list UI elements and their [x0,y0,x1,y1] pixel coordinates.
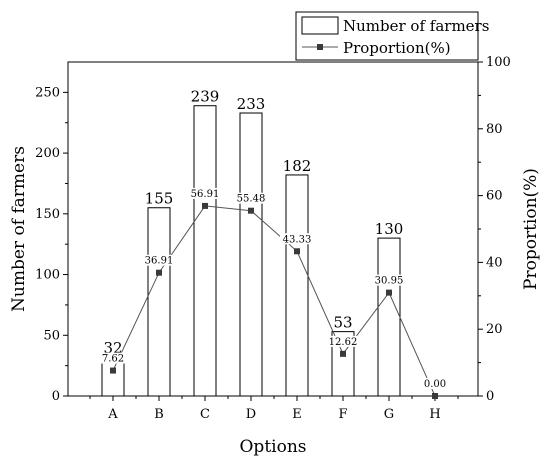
proportion-value-label: 7.62 [102,354,124,365]
proportion-value-label: 43.33 [283,234,312,245]
proportion-label-bg [188,187,222,199]
legend-bar-swatch [301,16,339,35]
proportion-label-bg [234,192,268,204]
bar-value-label: 182 [283,157,312,175]
legend-label-proportion: Proportion(%) [343,39,451,57]
axes: 0 50 100 150 200 250 0 20 40 60 80 100 A B C D E F G H Optio… [9,55,541,457]
x-tick-label: B [154,407,164,422]
x-tick-label: G [384,407,394,422]
bar-F [331,331,355,397]
proportion-label-bg [326,335,360,347]
plot-frame [67,61,479,397]
x-tick-label: E [292,407,302,422]
proportion-point-A [110,367,116,374]
y-left-tick-label: 150 [35,207,60,222]
proportion-point-C [202,202,208,209]
legend: Number of farmers Proportion(%) [295,11,489,61]
x-tick-label: C [200,407,210,422]
bar-value-label: 130 [375,220,404,238]
proportion-value-label: 30.95 [375,276,404,287]
legend-label-farmers: Number of farmers [343,17,489,35]
proportion-value-label: 0.00 [424,379,446,390]
y-right-tick-label: 40 [486,255,503,270]
proportion-value-label: 55.48 [237,194,266,205]
proportion-value-label: 36.91 [145,256,174,267]
bar-D [239,112,263,397]
proportion-point-B [156,269,162,276]
y-left-tick-label: 50 [43,328,60,343]
y-left-tick-label: 200 [35,146,60,161]
proportion-point-E [294,248,300,255]
proportion-point-F [340,350,346,357]
x-tick-label: A [107,407,118,422]
bar-value-label: 233 [237,95,266,113]
proportion-label-bg [142,254,176,266]
bar-value-label: 53 [333,314,352,332]
x-tick-label: D [246,407,256,422]
y-left-tick-label: 250 [35,85,60,100]
proportion-label-bg [372,274,406,286]
y-right-tick-label: 20 [486,322,503,337]
x-tick-label: H [429,407,440,422]
y-right-tick-label: 100 [486,55,511,70]
proportion-point-G [386,289,392,296]
proportion-line-series: 7.62 36.91 56.91 55.48 43.33 12.62 30.95 0.00 [99,187,449,399]
y-right-axis-title: Proportion(%) [521,168,541,290]
bar-B [147,207,171,397]
y-right-tick-label: 0 [486,389,494,404]
proportion-point-H [432,393,438,399]
proportion-point-D [248,207,254,214]
y-left-axis-title: Number of farmers [9,146,29,312]
x-axis-title: Options [240,437,307,457]
y-left-tick-label: 0 [52,389,60,404]
y-right-tick-label: 60 [486,189,503,204]
proportion-label-bg [99,352,127,364]
y-left-tick-label: 100 [35,268,60,283]
bar-C [193,105,217,397]
proportion-value-label: 56.91 [191,189,220,200]
bar-value-label: 155 [145,190,174,208]
proportion-label-bg [280,233,314,245]
bar-G [377,237,401,397]
y-right-tick-label: 80 [486,122,503,137]
legend-point-swatch [317,44,323,50]
proportion-value-label: 12.62 [329,337,358,348]
bar-value-label: 239 [191,88,220,106]
bar-E [285,174,309,397]
x-tick-label: F [338,407,347,422]
proportion-label-bg [421,378,449,389]
